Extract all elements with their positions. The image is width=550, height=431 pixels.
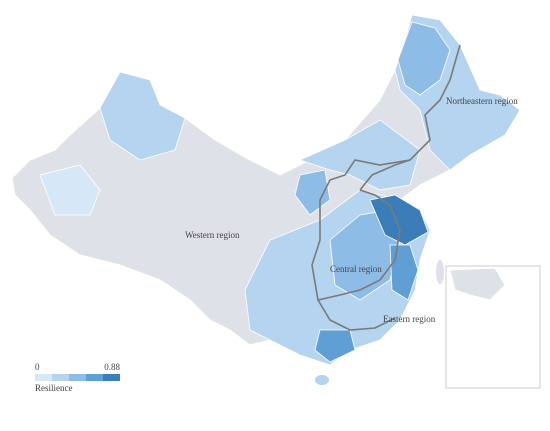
province — [397, 21, 451, 96]
region-label: Western region — [185, 230, 240, 240]
region-label: Eastern region — [383, 314, 436, 324]
legend-swatch — [103, 374, 120, 381]
province — [99, 71, 186, 161]
province — [389, 244, 419, 301]
province — [314, 329, 356, 363]
legend-swatch — [69, 374, 86, 381]
region-label: Central region — [330, 264, 382, 274]
inset-land — [449, 267, 506, 301]
region-border — [317, 299, 396, 331]
legend-min: 0 — [35, 362, 40, 372]
legend-swatch — [35, 374, 52, 381]
province — [39, 164, 101, 216]
legend-title: Resilience — [35, 383, 73, 393]
region-border — [359, 159, 411, 191]
island — [436, 260, 444, 284]
province — [369, 194, 429, 246]
region-border — [311, 44, 461, 301]
province — [298, 119, 421, 191]
legend-scale — [35, 374, 120, 381]
legend-swatch — [86, 374, 103, 381]
island — [315, 375, 329, 385]
region-label: Northeastern region — [446, 96, 518, 106]
legend-swatch — [52, 374, 69, 381]
legend-max: 0.88 — [104, 362, 120, 372]
